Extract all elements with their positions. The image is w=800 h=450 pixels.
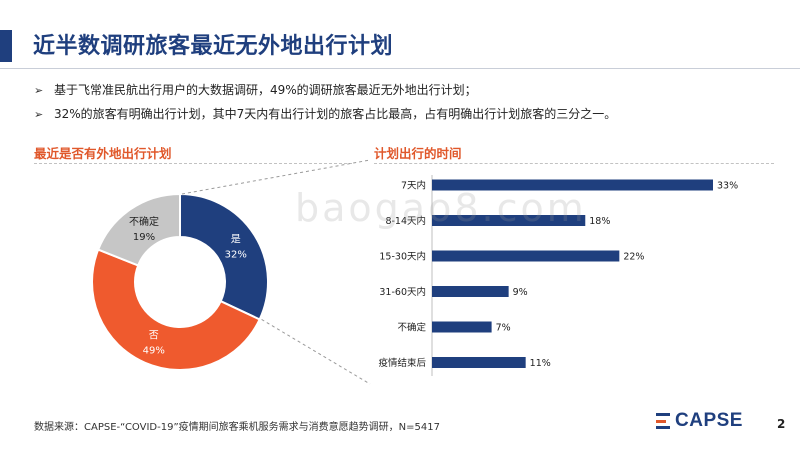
- arrow-bullet-icon: ➢: [34, 108, 44, 121]
- bullet-item: ➢ 32%的旅客有明确出行计划，其中7天内有出行计划的旅客占比最高，占有明确出行计…: [34, 104, 616, 125]
- section-divider-left: [34, 163, 352, 164]
- bar-value-label: 33%: [717, 181, 738, 192]
- donut-category-label: 否: [149, 330, 159, 342]
- bar-1: [432, 215, 586, 226]
- section-divider-right: [374, 163, 774, 164]
- donut-slice-2: [96, 192, 181, 267]
- bullet-item: ➢ 基于飞常准民航出行用户的大数据调研，49%的调研旅客最近无外地出行计划；: [34, 80, 616, 101]
- donut-chart-title: 最近是否有外地出行计划: [34, 146, 172, 161]
- donut-slice-1: [91, 248, 261, 371]
- donut-value-label: 19%: [133, 232, 155, 243]
- donut-slice-0: [179, 192, 269, 321]
- connector-line-bottom: [261, 319, 371, 385]
- title-divider: [0, 68, 800, 69]
- bar-category-label: 疫情结束后: [378, 357, 426, 369]
- donut-value-label: 49%: [143, 346, 165, 357]
- arrow-bullet-icon: ➢: [34, 84, 44, 97]
- bar-4: [432, 321, 492, 333]
- bar-category-label: 不确定: [397, 322, 426, 334]
- bar-value-label: 7%: [496, 323, 511, 334]
- bar-category-label: 8-14天内: [385, 215, 426, 227]
- bar-category-label: 31-60天内: [379, 286, 426, 298]
- connector-line-top: [181, 159, 371, 195]
- data-source-note: 数据来源：CAPSE-“COVID-19”疫情期间旅客乘机服务需求与消费意愿趋势…: [34, 422, 440, 433]
- bullet-list: ➢ 基于飞常准民航出行用户的大数据调研，49%的调研旅客最近无外地出行计划； ➢ 3…: [34, 80, 616, 128]
- bullet-text: 基于飞常准民航出行用户的大数据调研，49%的调研旅客最近无外地出行计划；: [54, 83, 477, 97]
- bar-3: [432, 286, 509, 297]
- donut-value-label: 32%: [225, 250, 247, 261]
- bullet-text: 32%的旅客有明确出行计划，其中7天内有出行计划的旅客占比最高，占有明确出行计划…: [54, 107, 617, 121]
- page-number: 2: [777, 417, 786, 431]
- donut-category-label: 不确定: [129, 215, 159, 228]
- bar-chart-title: 计划出行的时间: [374, 146, 462, 161]
- capse-logo: CAPSE: [656, 410, 743, 432]
- bar-value-label: 22%: [623, 252, 644, 263]
- watermark: baogao8.com: [295, 186, 587, 230]
- bar-category-label: 7天内: [401, 180, 426, 192]
- bar-5: [432, 357, 526, 368]
- logo-text: CAPSE: [675, 410, 743, 431]
- bar-2: [432, 250, 620, 262]
- bar-value-label: 9%: [513, 287, 528, 298]
- bar-0: [432, 179, 713, 191]
- page-title: 近半数调研旅客最近无外地出行计划: [33, 34, 394, 59]
- logo-mark-icon: [656, 413, 670, 429]
- bar-category-label: 15-30天内: [379, 251, 426, 263]
- title-accent-bar: [0, 30, 12, 62]
- donut-category-label: 是: [231, 234, 241, 246]
- bar-value-label: 11%: [530, 358, 551, 369]
- bar-value-label: 18%: [589, 216, 610, 227]
